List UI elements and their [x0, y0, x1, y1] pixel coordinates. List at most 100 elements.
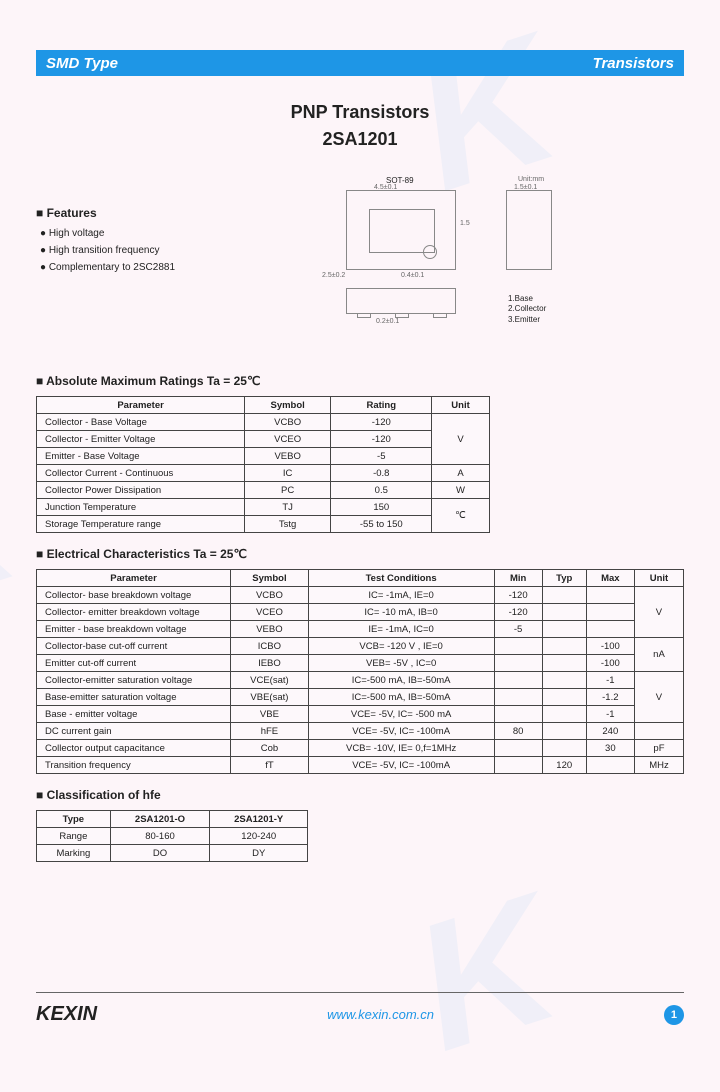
table-cell	[542, 740, 586, 757]
table-cell: IC=-500 mA, IB=-50mA	[308, 672, 494, 689]
table-header: Unit	[634, 570, 683, 587]
table-cell: V	[634, 672, 683, 723]
table-cell: fT	[231, 757, 309, 774]
table-cell: VEBO	[231, 621, 309, 638]
table-cell: IC=-500 mA, IB=-50mA	[308, 689, 494, 706]
table-cell: IE= -1mA, IC=0	[308, 621, 494, 638]
table-row: Range80-160120-240	[37, 828, 308, 845]
table-cell: nA	[634, 638, 683, 672]
table-cell: Junction Temperature	[37, 499, 245, 516]
table-cell	[494, 655, 542, 672]
table-cell	[542, 604, 586, 621]
pin-labels: 1.Base 2.Collector 3.Emitter	[508, 294, 546, 325]
table-row: Transition frequencyfTVCE= -5V, IC= -100…	[37, 757, 684, 774]
table-cell: Emitter - base breakdown voltage	[37, 621, 231, 638]
elec-table: ParameterSymbolTest ConditionsMinTypMaxU…	[36, 569, 684, 774]
table-cell: 0.5	[331, 482, 432, 499]
table-header: Symbol	[231, 570, 309, 587]
table-cell: DO	[110, 845, 210, 862]
table-cell: MHz	[634, 757, 683, 774]
table-cell	[494, 638, 542, 655]
table-cell: -55 to 150	[331, 516, 432, 533]
table-cell: VBE	[231, 706, 309, 723]
table-header: Parameter	[37, 397, 245, 414]
table-cell	[494, 672, 542, 689]
table-cell: IEBO	[231, 655, 309, 672]
table-cell	[586, 587, 634, 604]
table-header: Max	[586, 570, 634, 587]
title-line2: 2SA1201	[36, 129, 684, 150]
features-heading: Features	[36, 206, 236, 220]
table-row: MarkingDODY	[37, 845, 308, 862]
package-diagram: SOT-89 Unit:mm 4.5±0.1 1.5±0.1 2.5±0.2 0…	[256, 176, 684, 356]
table-cell: Collector - Emitter Voltage	[37, 431, 245, 448]
table-row: Base-emitter saturation voltageVBE(sat)I…	[37, 689, 684, 706]
table-row: Base - emitter voltageVBEVCE= -5V, IC= -…	[37, 706, 684, 723]
header-left: SMD Type	[46, 55, 118, 72]
table-cell: ℃	[432, 499, 489, 533]
table-cell: VCB= -10V, IE= 0,f=1MHz	[308, 740, 494, 757]
logo: KEXIN	[36, 1003, 97, 1026]
table-cell: DC current gain	[37, 723, 231, 740]
table-header: Test Conditions	[308, 570, 494, 587]
table-cell: VCE= -5V, IC= -500 mA	[308, 706, 494, 723]
table-cell: IC= -1mA, IE=0	[308, 587, 494, 604]
table-header: Min	[494, 570, 542, 587]
table-cell: VCBO	[245, 414, 331, 431]
table-cell: Collector - Base Voltage	[37, 414, 245, 431]
table-row: Collector-emitter saturation voltageVCE(…	[37, 672, 684, 689]
table-cell	[634, 723, 683, 740]
table-cell: Collector- base breakdown voltage	[37, 587, 231, 604]
table-header: Parameter	[37, 570, 231, 587]
table-cell	[542, 689, 586, 706]
page-content: SMD Type Transistors PNP Transistors 2SA…	[0, 50, 720, 862]
header-right: Transistors	[593, 55, 674, 72]
table-row: Collector- emitter breakdown voltageVCEO…	[37, 604, 684, 621]
table-cell: -100	[586, 655, 634, 672]
package-front-view	[346, 288, 456, 314]
table-cell: IC= -10 mA, IB=0	[308, 604, 494, 621]
table-cell	[542, 706, 586, 723]
table-header: 2SA1201-Y	[210, 811, 308, 828]
table-cell: W	[432, 482, 489, 499]
table-cell: 120-240	[210, 828, 308, 845]
table-cell: VCEO	[231, 604, 309, 621]
table-cell	[542, 655, 586, 672]
table-cell: -120	[494, 604, 542, 621]
package-top-view	[346, 190, 456, 270]
table-header: Type	[37, 811, 111, 828]
table-cell	[494, 757, 542, 774]
table-row: Emitter - Base VoltageVEBO-5	[37, 448, 490, 465]
features-list: High voltage High transition frequency C…	[36, 228, 236, 273]
table-cell: VBE(sat)	[231, 689, 309, 706]
table-cell: Marking	[37, 845, 111, 862]
features-section: Features High voltage High transition fr…	[36, 206, 236, 356]
feature-item: Complementary to 2SC2881	[40, 262, 236, 273]
table-cell	[542, 587, 586, 604]
table-cell: Collector Power Dissipation	[37, 482, 245, 499]
table-cell: VEB= -5V , IC=0	[308, 655, 494, 672]
table-cell: 80-160	[110, 828, 210, 845]
table-row: Collector Power DissipationPC0.5W	[37, 482, 490, 499]
table-row: Emitter - base breakdown voltageVEBOIE= …	[37, 621, 684, 638]
footer: KEXIN www.kexin.com.cn 1	[36, 992, 684, 1026]
table-cell: V	[634, 587, 683, 638]
table-cell: Cob	[231, 740, 309, 757]
table-cell: VCEO	[245, 431, 331, 448]
table-cell	[494, 740, 542, 757]
hfe-table: Type2SA1201-O2SA1201-Y Range80-160120-24…	[36, 810, 308, 862]
footer-url: www.kexin.com.cn	[327, 1007, 434, 1022]
table-cell: A	[432, 465, 489, 482]
table-cell: -5	[494, 621, 542, 638]
pin-label: 1.Base	[508, 294, 546, 304]
table-cell	[542, 723, 586, 740]
table-cell: -1	[586, 672, 634, 689]
title-line1: PNP Transistors	[36, 102, 684, 123]
table-cell	[586, 621, 634, 638]
table-cell: Collector Current - Continuous	[37, 465, 245, 482]
table-row: Collector-base cut-off currentICBOVCB= -…	[37, 638, 684, 655]
table-cell: VCE= -5V, IC= -100mA	[308, 757, 494, 774]
table-cell: V	[432, 414, 489, 465]
table-cell: -1	[586, 706, 634, 723]
table-cell: -100	[586, 638, 634, 655]
